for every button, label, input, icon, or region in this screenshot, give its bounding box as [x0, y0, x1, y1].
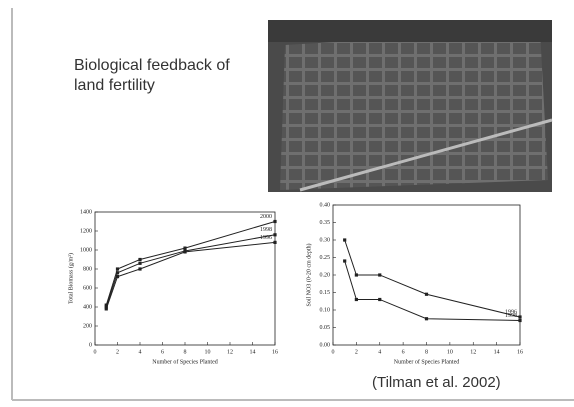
data-point	[115, 271, 120, 275]
data-point	[378, 297, 382, 302]
data-point	[518, 315, 522, 319]
x-tick-label: 10	[205, 349, 211, 355]
y-tick-label: 400	[83, 304, 92, 310]
data-point	[104, 303, 108, 307]
y-tick-label: 600	[83, 285, 92, 291]
data-point	[138, 261, 142, 265]
x-tick-label: 16	[272, 349, 278, 355]
y-tick-label: 1200	[80, 228, 92, 234]
x-tick-label: 14	[494, 349, 500, 355]
y-tick-label: 0.20	[320, 272, 331, 278]
data-point	[104, 305, 108, 309]
y-tick-label: 0.35	[320, 220, 331, 226]
x-tick-label: 8	[425, 349, 428, 355]
slide-title: Biological feedback of land fertility	[74, 57, 230, 94]
y-tick-label: 0.40	[320, 202, 331, 208]
x-tick-label: 2	[355, 349, 358, 355]
y-tick-label: 1400	[80, 209, 92, 215]
series-line	[105, 221, 276, 306]
x-tick-label: 6	[402, 349, 405, 355]
series-line	[344, 260, 521, 321]
citation: (Tilman et al. 2002)	[372, 374, 501, 391]
x-tick-label: 6	[161, 349, 164, 355]
x-tick-label: 16	[517, 349, 523, 355]
series-line	[344, 239, 521, 318]
series-label: 2000	[260, 214, 272, 220]
series-line	[105, 241, 276, 310]
x-tick-label: 2	[116, 349, 119, 355]
data-point	[138, 257, 142, 262]
data-point	[115, 267, 120, 271]
data-point	[273, 219, 277, 224]
field-photo	[268, 20, 553, 192]
x-tick-label: 0	[94, 349, 97, 355]
data-point	[273, 240, 277, 244]
data-point	[273, 233, 277, 237]
data-point	[183, 250, 187, 254]
data-point	[138, 267, 142, 271]
data-point	[378, 273, 382, 277]
x-tick-label: 12	[227, 349, 233, 355]
y-tick-label: 1000	[80, 247, 92, 253]
y-tick-label: 0	[89, 342, 92, 348]
y-tick-label: 0.00	[320, 342, 331, 348]
y-tick-label: 0.10	[320, 307, 331, 313]
data-point	[183, 246, 187, 250]
y-tick-label: 0.05	[320, 325, 331, 331]
x-tick-label: 10	[447, 349, 453, 355]
series-line	[105, 234, 276, 308]
x-tick-label: 14	[250, 349, 256, 355]
y-tick-label: 200	[83, 323, 92, 329]
x-axis-label: Number of Species Planted	[394, 358, 459, 365]
series-label: 1996	[505, 309, 517, 315]
data-point	[354, 273, 358, 277]
y-axis-label: Total Biomass (g/m²)	[67, 253, 74, 304]
y-axis-label: Soil NO3 (0-20 cm depth)	[305, 244, 312, 307]
data-point	[518, 318, 522, 323]
x-tick-label: 4	[378, 349, 381, 355]
series-label: 1996	[260, 235, 272, 241]
data-point	[354, 297, 358, 302]
x-tick-label: 12	[470, 349, 476, 355]
data-point	[343, 259, 347, 263]
series-label: 1998	[260, 227, 272, 233]
data-point	[115, 275, 120, 279]
y-tick-label: 0.30	[320, 237, 331, 243]
y-tick-label: 800	[83, 266, 92, 272]
y-tick-label: 0.25	[320, 255, 331, 261]
data-point	[424, 292, 429, 296]
y-tick-label: 0.15	[320, 290, 331, 296]
data-point	[343, 238, 347, 242]
x-tick-label: 4	[139, 349, 142, 355]
x-axis-label: Number of Species Planted	[152, 358, 217, 365]
data-point	[424, 317, 429, 321]
x-tick-label: 0	[332, 349, 335, 355]
plot-frame	[94, 211, 276, 346]
series-label: 1998	[505, 313, 517, 319]
data-point	[104, 307, 108, 311]
x-tick-label: 8	[184, 349, 187, 355]
